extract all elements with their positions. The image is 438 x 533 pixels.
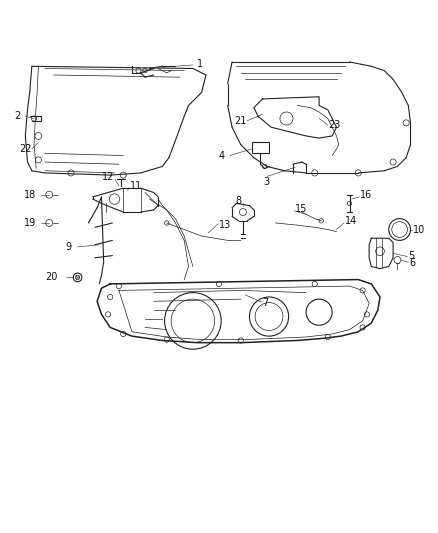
Text: 16: 16 [360,190,373,200]
Text: 5: 5 [408,251,415,261]
Text: 19: 19 [24,218,36,228]
Text: 6: 6 [410,258,416,268]
Text: 14: 14 [345,216,357,226]
Text: 11: 11 [130,181,142,191]
Text: 15: 15 [295,204,307,214]
Text: 3: 3 [264,176,270,187]
Text: 23: 23 [328,120,340,130]
Text: 18: 18 [24,190,36,200]
Text: 1: 1 [197,59,203,69]
Text: 4: 4 [219,150,225,160]
Text: 9: 9 [65,242,71,252]
Text: 13: 13 [219,220,231,230]
Text: 2: 2 [14,111,21,122]
Text: 20: 20 [46,272,58,282]
Text: 21: 21 [234,116,247,126]
Circle shape [75,275,80,279]
Text: 8: 8 [236,196,242,206]
Text: 10: 10 [413,224,425,235]
Text: 22: 22 [19,144,31,154]
Text: 12: 12 [102,172,114,182]
Text: 7: 7 [262,298,269,309]
